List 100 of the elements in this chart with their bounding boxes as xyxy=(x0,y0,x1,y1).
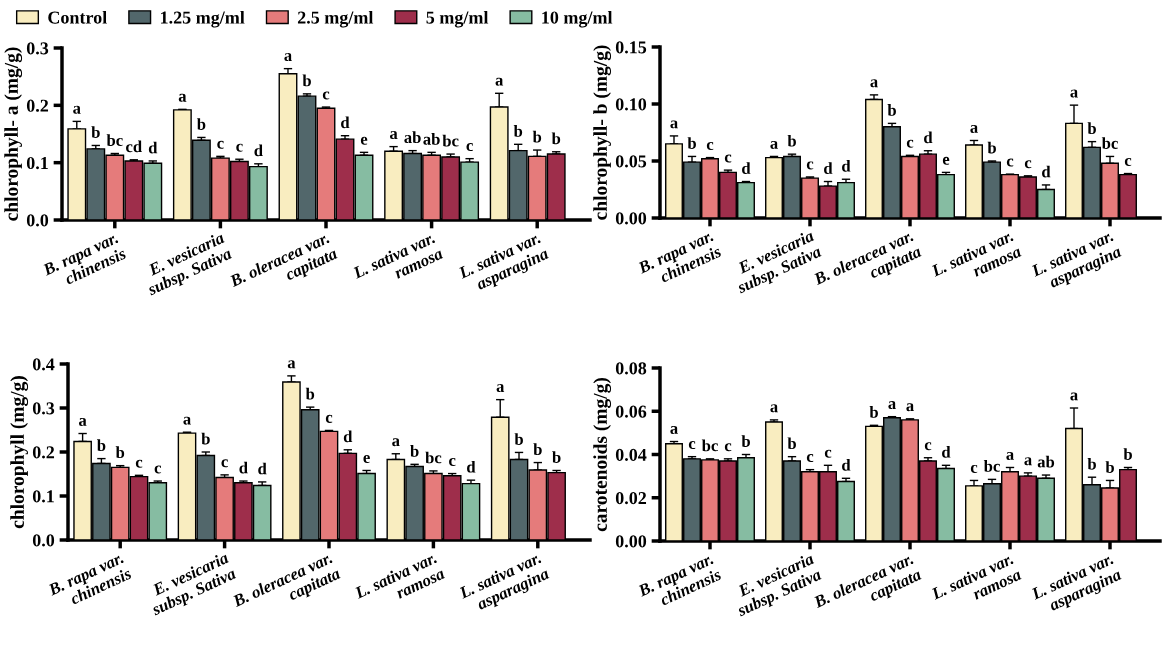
x-tick-label: L. sativa var. ramosa xyxy=(351,231,444,280)
data-label: d xyxy=(341,116,350,129)
data-label: c xyxy=(449,457,456,466)
data-label: d xyxy=(239,461,248,474)
legend-label: 1.25 mg/ml xyxy=(161,10,245,28)
data-label: b xyxy=(1105,461,1114,473)
y-tick-label: 0.00 xyxy=(615,212,647,225)
data-label: b xyxy=(787,134,796,147)
data-label: a xyxy=(670,120,678,129)
data-label: a xyxy=(1006,451,1014,460)
data-label: c xyxy=(824,449,832,458)
y-tick-label: 0.05 xyxy=(615,155,647,168)
y-axis-title: chlorophyll (mg/g) xyxy=(10,376,29,529)
data-label: a xyxy=(888,401,896,410)
data-label: b xyxy=(196,118,206,130)
data-label: d xyxy=(842,159,851,172)
data-label: d xyxy=(742,162,751,174)
y-tick-label: 0.02 xyxy=(615,492,647,505)
data-label: c xyxy=(806,454,814,463)
data-label: d xyxy=(343,430,353,443)
y-axis-title: chlorophyll- a (mg/g) xyxy=(4,47,23,221)
data-label: d xyxy=(258,462,267,475)
data-label: a xyxy=(495,77,504,86)
data-label: a xyxy=(1070,89,1078,98)
y-axis-title: carotenoids (mg/g) xyxy=(593,378,612,532)
data-label: c xyxy=(135,459,143,468)
legend-label: 2.5 mg/ml xyxy=(297,10,374,28)
data-label: ab xyxy=(1037,455,1055,468)
data-label: b xyxy=(1087,457,1096,470)
data-label: a xyxy=(178,93,187,102)
data-label: a xyxy=(770,140,778,149)
y-tick-label: 0.06 xyxy=(615,405,647,418)
data-label: b xyxy=(1087,122,1096,135)
data-label: c xyxy=(217,140,224,149)
data-label: c xyxy=(1124,157,1132,166)
data-label: b xyxy=(514,433,523,445)
data-label: a xyxy=(1024,457,1032,466)
data-label: e xyxy=(942,156,950,165)
data-label: a xyxy=(1070,392,1078,401)
y-tick-label: 0.1 xyxy=(26,156,48,170)
data-label: b xyxy=(305,387,315,400)
data-label: e xyxy=(363,454,370,463)
data-label: bc xyxy=(1101,137,1118,149)
y-tick-label: 0.2 xyxy=(26,99,49,112)
data-label: d xyxy=(1042,165,1051,178)
y-tick-label: 0.3 xyxy=(26,42,49,55)
y-tick-label: 0.1 xyxy=(32,490,54,503)
y-tick-label: 0.3 xyxy=(32,402,55,415)
data-label: c xyxy=(924,442,932,451)
legend-label: 5 mg/ml xyxy=(426,10,489,28)
data-label: b xyxy=(869,406,878,418)
data-label: a xyxy=(970,124,978,133)
data-label: b xyxy=(1123,448,1132,460)
data-label: bc xyxy=(983,460,1000,472)
y-tick-label: 0.2 xyxy=(32,446,55,459)
data-label: b xyxy=(552,451,561,463)
data-label: a xyxy=(770,404,778,413)
legend-label: 10 mg/ml xyxy=(542,10,613,28)
data-label: b xyxy=(687,137,696,149)
data-label: a xyxy=(906,403,914,412)
data-label: c xyxy=(221,459,228,468)
data-label: d xyxy=(254,144,263,157)
data-label: c xyxy=(1024,160,1032,169)
data-label: b xyxy=(410,445,419,457)
data-label: b xyxy=(115,446,125,459)
data-label: d xyxy=(942,446,951,458)
y-tick-label: 0.0 xyxy=(32,534,55,547)
data-label: cd xyxy=(126,140,142,153)
data-label: c xyxy=(322,91,330,100)
data-label: c xyxy=(806,161,814,170)
data-label: b xyxy=(551,132,561,145)
data-label: b xyxy=(887,104,896,116)
data-label: bc xyxy=(106,134,123,146)
data-label: b xyxy=(513,125,523,137)
data-label: c xyxy=(236,143,243,152)
data-label: a xyxy=(389,131,398,140)
data-label: c xyxy=(906,139,914,148)
data-label: a xyxy=(78,417,87,426)
y-tick-label: 0.10 xyxy=(615,98,647,111)
data-label: d xyxy=(842,459,851,471)
data-label: d xyxy=(924,131,933,144)
data-label: a xyxy=(284,53,292,62)
data-label: bc xyxy=(701,439,718,452)
data-label: b xyxy=(532,130,542,143)
data-label: a xyxy=(392,438,400,447)
data-label: a xyxy=(73,105,81,114)
data-label: ab xyxy=(404,131,421,144)
data-label: a xyxy=(183,416,191,425)
data-label: c xyxy=(724,443,732,452)
data-label: ab xyxy=(423,133,440,145)
y-tick-label: 0.4 xyxy=(32,358,55,371)
data-label: c xyxy=(325,414,333,423)
data-label: c xyxy=(688,441,696,450)
data-label: b xyxy=(201,432,210,445)
y-tick-label: 0.04 xyxy=(615,448,647,462)
data-label: b xyxy=(302,74,311,87)
data-label: c xyxy=(970,464,978,473)
data-label: b xyxy=(96,439,106,452)
y-tick-label: 0.15 xyxy=(615,41,647,54)
y-axis-title: chlorophyll- b (mg/g) xyxy=(593,45,612,220)
